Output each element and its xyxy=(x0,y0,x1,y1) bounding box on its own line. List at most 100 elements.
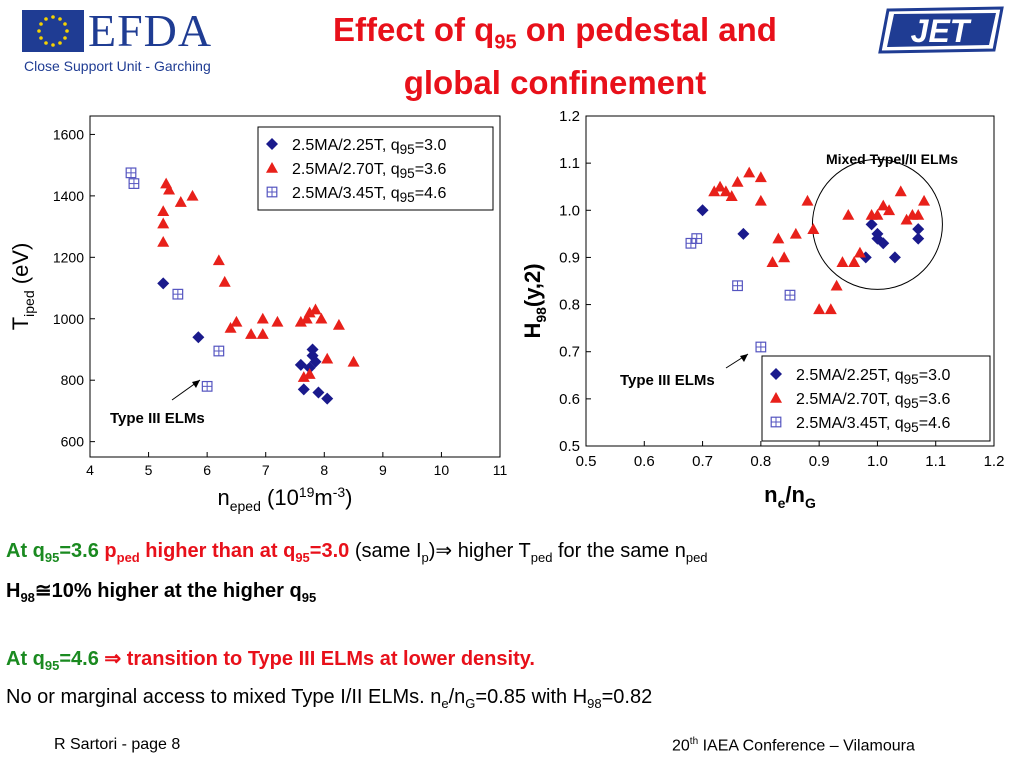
data-point xyxy=(309,303,322,315)
annotation-mixed-elms: Mixed TypeI/II ELMs xyxy=(826,151,958,167)
text-fragment: p xyxy=(104,540,117,562)
annotation-arrowhead xyxy=(192,380,200,388)
text-line-4: No or marginal access to mixed Type I/II… xyxy=(6,686,652,711)
footer-right: 20th IAEA Conference – Vilamoura xyxy=(672,736,915,755)
text-fragment: No or marginal access to mixed Type I/II… xyxy=(6,686,442,708)
slide-title: Effect of q95 on pedestal and global con… xyxy=(270,10,840,103)
data-point xyxy=(192,331,205,344)
legend-label: 2.5MA/2.70T, q95=3.6 xyxy=(796,391,950,411)
annotation-type-iii: Type III ELMs xyxy=(110,410,205,427)
x-tick-label: 9 xyxy=(379,462,387,478)
y-tick-label: 1.2 xyxy=(559,108,580,125)
y-tick-label: 1600 xyxy=(53,126,84,142)
data-point xyxy=(824,303,837,315)
data-point xyxy=(865,218,878,231)
y-tick-label: 0.5 xyxy=(559,438,580,455)
data-point xyxy=(842,209,855,220)
data-point xyxy=(315,312,328,324)
y-tick-label: 0.8 xyxy=(559,297,580,314)
data-point xyxy=(743,166,756,178)
data-point xyxy=(321,352,334,364)
data-point xyxy=(256,312,269,324)
data-point xyxy=(186,189,199,201)
legend-label: 2.5MA/3.45T, q95=4.6 xyxy=(292,185,446,205)
legend-marker xyxy=(770,368,782,380)
x-tick-label: 1.0 xyxy=(867,453,888,470)
text-fragment: (same I xyxy=(349,540,422,562)
x-tick-label: 11 xyxy=(493,462,508,478)
data-point xyxy=(894,185,907,197)
x-axis-label: neped (1019m-3) xyxy=(217,484,352,514)
x-axis-label: ne/nG xyxy=(764,482,816,511)
data-point xyxy=(245,328,258,339)
data-point xyxy=(157,205,170,217)
y-tick-label: 0.7 xyxy=(559,344,580,361)
y-tick-label: 600 xyxy=(61,434,85,450)
efda-logo-text: EFDA xyxy=(88,5,213,56)
y-tick-label: 1.0 xyxy=(559,202,580,219)
x-tick-label: 1.1 xyxy=(925,453,946,470)
legend-marker xyxy=(770,416,782,428)
footer-fragment: 20 xyxy=(672,737,690,755)
data-point xyxy=(303,306,316,318)
text-sub: 95 xyxy=(44,658,60,673)
data-point xyxy=(755,341,767,353)
data-point xyxy=(848,256,861,267)
data-point xyxy=(871,227,884,240)
text-sub: 95 xyxy=(44,550,60,565)
jet-logo-text: JET xyxy=(911,13,972,49)
data-point xyxy=(309,355,322,368)
data-point xyxy=(172,288,184,300)
legend-label: 2.5MA/2.70T, q95=3.6 xyxy=(292,161,446,181)
text-fragment: At q xyxy=(6,648,45,670)
text-fragment: =3.0 xyxy=(309,540,350,562)
text-sub: 95 xyxy=(295,550,310,565)
data-point xyxy=(696,204,709,217)
data-point xyxy=(778,251,791,263)
data-point xyxy=(213,345,225,357)
data-point xyxy=(300,312,313,324)
text-fragment: =0.82 xyxy=(601,686,653,708)
data-point xyxy=(157,277,170,290)
text-sub: ped xyxy=(530,550,553,565)
data-point xyxy=(719,185,732,197)
text-fragment: ≅10% higher at the higher q xyxy=(34,580,302,602)
data-point xyxy=(871,209,884,220)
data-point xyxy=(303,368,316,379)
data-point xyxy=(853,246,866,258)
data-point xyxy=(230,315,243,327)
title-line-2: global confinement xyxy=(403,63,707,101)
data-point xyxy=(347,355,360,367)
legend-marker xyxy=(770,392,782,403)
chart-h98-vs-negreenwald: 0.5 0.6 0.7 0.8 0.9 1.0 1.1 1.2 0.5 0.6 0.7 0.8 0.9 1… xyxy=(520,108,1004,511)
y-tick-label: 1400 xyxy=(53,188,84,204)
annotation-type-iii: Type III ELMs xyxy=(620,372,715,389)
data-point xyxy=(691,233,703,244)
data-point xyxy=(912,209,925,220)
data-point xyxy=(789,227,802,239)
text-fragment: =4.6 xyxy=(59,648,105,670)
legend-marker xyxy=(266,162,278,173)
data-point xyxy=(807,223,820,234)
data-point xyxy=(321,392,334,405)
title-part: Effect of q xyxy=(333,11,495,48)
x-tick-label: 0.5 xyxy=(576,453,597,470)
data-point xyxy=(737,227,750,240)
x-tick-label: 0.9 xyxy=(809,453,830,470)
x-tick-label: 10 xyxy=(434,462,450,478)
efda-logo: EFDA Close Support Unit - Garching xyxy=(22,5,252,78)
data-point xyxy=(900,213,913,225)
title-part-2: on pedestal and xyxy=(516,11,777,48)
text-sub: e xyxy=(441,696,449,711)
text-fragment: =3.6 xyxy=(59,540,105,562)
text-line-3: At q95=4.6 ⇒ transition to Type III ELMs… xyxy=(6,646,535,673)
text-sub: p xyxy=(421,550,429,565)
text-line-1: At q95=3.6 pped higher than at q95=3.0 (… xyxy=(6,538,708,565)
text-sub: ped xyxy=(685,550,708,565)
data-point xyxy=(157,235,170,247)
y-tick-label: 1.1 xyxy=(559,155,580,172)
legend-label: 2.5MA/2.25T, q95=3.0 xyxy=(796,367,950,387)
data-point xyxy=(766,256,779,267)
chart1-legend: 2.5MA/2.25T, q95=3.0 2.5MA/2.70T, q95=3.6… xyxy=(257,126,494,211)
x-tick-label: 7 xyxy=(262,462,270,478)
